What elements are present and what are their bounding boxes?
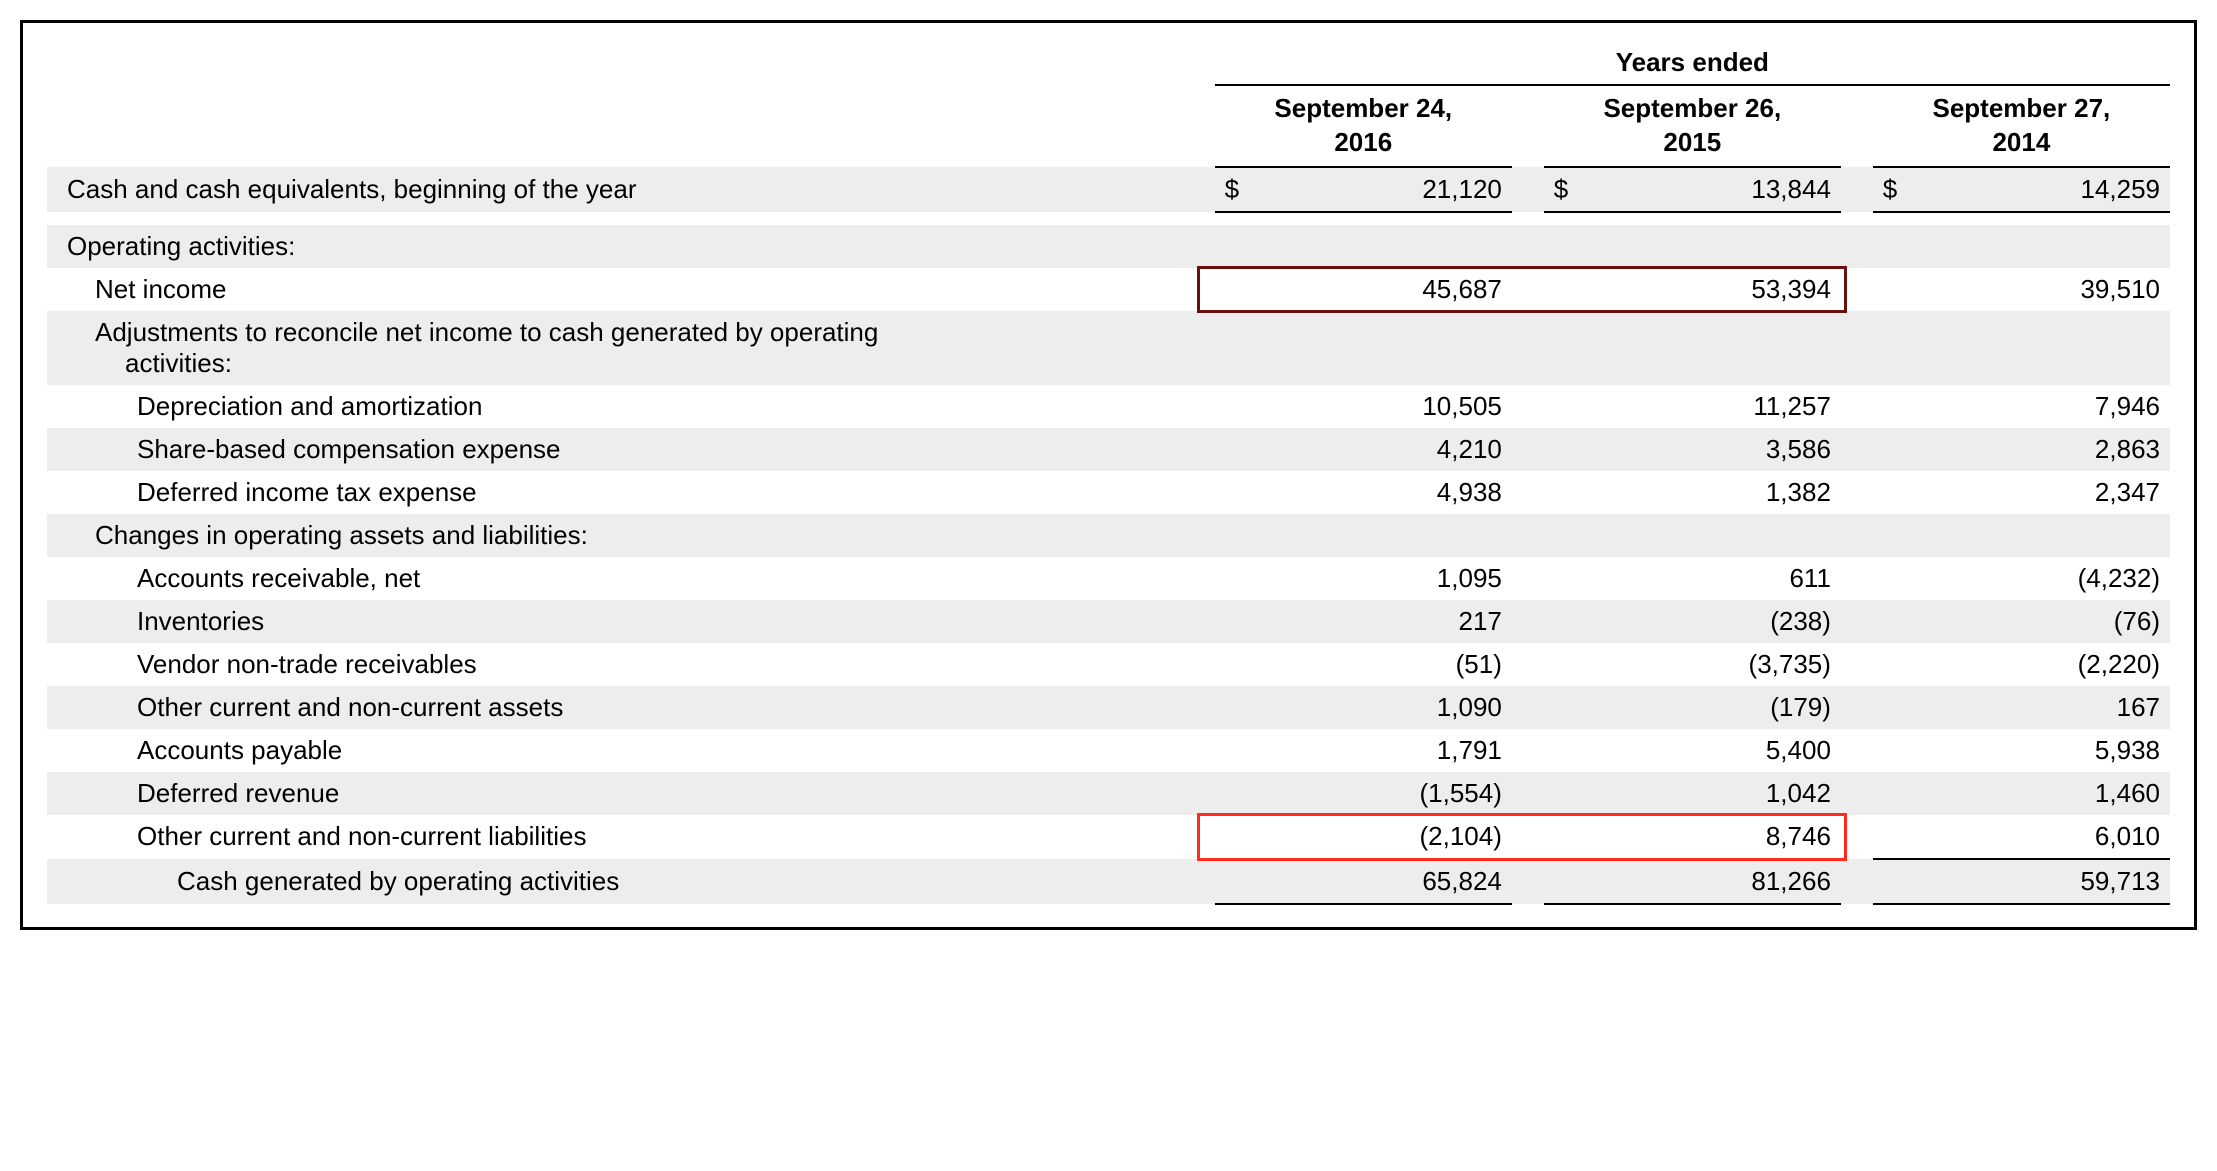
other-assets-label: Other current and non-current assets	[47, 686, 1215, 729]
accounts-payable-label: Accounts payable	[47, 729, 1215, 772]
row-accounts-payable: Accounts payable 1,791 5,400 5,938	[47, 729, 2170, 772]
adjustments-header: Adjustments to reconcile net income to c…	[47, 311, 1215, 385]
row-other-assets: Other current and non-current assets 1,0…	[47, 686, 2170, 729]
net-income-val-0: 45,687	[1257, 268, 1512, 311]
row-deferred-tax: Deferred income tax expense 4,938 1,382 …	[47, 471, 2170, 514]
operating-header-label: Operating activities:	[47, 225, 1215, 268]
row-operating-header: Operating activities:	[47, 225, 2170, 268]
depreciation-val-2: 7,946	[1915, 385, 2170, 428]
net-income-val-2: 39,510	[1915, 268, 2170, 311]
beginning-cash-val-2: 14,259	[1915, 167, 2170, 212]
inventories-val-1: (238)	[1586, 600, 1841, 643]
other-liabilities-val-0: (2,104)	[1257, 815, 1512, 859]
cash-flow-table: Years ended September 24, 2016 September…	[47, 41, 2170, 905]
share-based-val-1: 3,586	[1586, 428, 1841, 471]
accounts-receivable-val-0: 1,095	[1257, 557, 1512, 600]
col-header-2-line2: 2014	[1992, 127, 2050, 157]
beginning-cash-cur-0: $	[1215, 167, 1257, 212]
depreciation-val-0: 10,505	[1257, 385, 1512, 428]
beginning-cash-cur-1: $	[1544, 167, 1586, 212]
inventories-val-0: 217	[1257, 600, 1512, 643]
row-depreciation: Depreciation and amortization 10,505 11,…	[47, 385, 2170, 428]
other-assets-val-2: 167	[1915, 686, 2170, 729]
cash-generated-val-1: 81,266	[1586, 859, 1841, 904]
col-header-2-line1: September 27,	[1933, 93, 2111, 123]
deferred-revenue-val-1: 1,042	[1586, 772, 1841, 815]
row-changes-header: Changes in operating assets and liabilit…	[47, 514, 2170, 557]
col-header-1-line2: 2015	[1663, 127, 1721, 157]
col-header-0-line2: 2016	[1334, 127, 1392, 157]
row-other-liabilities: Other current and non-current liabilitie…	[47, 815, 2170, 859]
inventories-label: Inventories	[47, 600, 1215, 643]
header-spacer	[47, 41, 1215, 85]
deferred-tax-val-1: 1,382	[1586, 471, 1841, 514]
beginning-cash-val-1: 13,844	[1586, 167, 1841, 212]
row-net-income: Net income 45,687 53,394 39,510	[47, 268, 2170, 311]
depreciation-label: Depreciation and amortization	[47, 385, 1215, 428]
col-header-0-line1: September 24,	[1274, 93, 1452, 123]
beginning-cash-label: Cash and cash equivalents, beginning of …	[47, 167, 1215, 212]
net-income-label: Net income	[47, 268, 1215, 311]
col-header-2: September 27, 2014	[1873, 85, 2170, 167]
gap-0	[1512, 85, 1544, 167]
other-liabilities-val-2: 6,010	[1915, 815, 2170, 859]
share-based-val-2: 2,863	[1915, 428, 2170, 471]
vendor-non-trade-val-0: (51)	[1257, 643, 1512, 686]
net-income-val-1: 53,394	[1586, 268, 1841, 311]
row-accounts-receivable: Accounts receivable, net 1,095 611 (4,23…	[47, 557, 2170, 600]
spacer-row	[47, 212, 2170, 225]
share-based-val-0: 4,210	[1257, 428, 1512, 471]
row-adjustments-header: Adjustments to reconcile net income to c…	[47, 311, 2170, 385]
vendor-non-trade-label: Vendor non-trade receivables	[47, 643, 1215, 686]
deferred-tax-label: Deferred income tax expense	[47, 471, 1215, 514]
deferred-revenue-val-0: (1,554)	[1257, 772, 1512, 815]
depreciation-val-1: 11,257	[1586, 385, 1841, 428]
deferred-revenue-label: Deferred revenue	[47, 772, 1215, 815]
deferred-tax-val-0: 4,938	[1257, 471, 1512, 514]
row-inventories: Inventories 217 (238) (76)	[47, 600, 2170, 643]
header-row-spanning: Years ended	[47, 41, 2170, 85]
other-assets-val-1: (179)	[1586, 686, 1841, 729]
other-assets-val-0: 1,090	[1257, 686, 1512, 729]
row-cash-generated: Cash generated by operating activities 6…	[47, 859, 2170, 904]
deferred-revenue-val-2: 1,460	[1915, 772, 2170, 815]
gap-1	[1841, 85, 1873, 167]
accounts-payable-val-1: 5,400	[1586, 729, 1841, 772]
other-liabilities-val-1: 8,746	[1586, 815, 1841, 859]
changes-header-label: Changes in operating assets and liabilit…	[47, 514, 1215, 557]
row-deferred-revenue: Deferred revenue (1,554) 1,042 1,460	[47, 772, 2170, 815]
col-header-spacer	[47, 85, 1215, 167]
col-header-1: September 26, 2015	[1544, 85, 1841, 167]
column-headers-row: September 24, 2016 September 26, 2015 Se…	[47, 85, 2170, 167]
adjustments-header-line2: activities:	[95, 348, 232, 378]
col-header-1-line1: September 26,	[1603, 93, 1781, 123]
cash-generated-val-0: 65,824	[1257, 859, 1512, 904]
accounts-receivable-val-2: (4,232)	[1915, 557, 2170, 600]
accounts-receivable-label: Accounts receivable, net	[47, 557, 1215, 600]
table-wrapper: Years ended September 24, 2016 September…	[47, 41, 2170, 905]
row-share-based: Share-based compensation expense 4,210 3…	[47, 428, 2170, 471]
accounts-receivable-val-1: 611	[1586, 557, 1841, 600]
beginning-cash-val-0: 21,120	[1257, 167, 1512, 212]
deferred-tax-val-2: 2,347	[1915, 471, 2170, 514]
years-ended-header: Years ended	[1215, 41, 2170, 85]
vendor-non-trade-val-1: (3,735)	[1586, 643, 1841, 686]
row-vendor-non-trade: Vendor non-trade receivables (51) (3,735…	[47, 643, 2170, 686]
accounts-payable-val-2: 5,938	[1915, 729, 2170, 772]
vendor-non-trade-val-2: (2,220)	[1915, 643, 2170, 686]
share-based-label: Share-based compensation expense	[47, 428, 1215, 471]
accounts-payable-val-0: 1,791	[1257, 729, 1512, 772]
statement-container: Years ended September 24, 2016 September…	[20, 20, 2197, 930]
cash-generated-label: Cash generated by operating activities	[47, 859, 1215, 904]
other-liabilities-label: Other current and non-current liabilitie…	[47, 815, 1215, 859]
col-header-0: September 24, 2016	[1215, 85, 1512, 167]
adjustments-header-line1: Adjustments to reconcile net income to c…	[95, 317, 878, 347]
cash-generated-val-2: 59,713	[1915, 859, 2170, 904]
row-beginning-cash: Cash and cash equivalents, beginning of …	[47, 167, 2170, 212]
inventories-val-2: (76)	[1915, 600, 2170, 643]
beginning-cash-cur-2: $	[1873, 167, 1915, 212]
